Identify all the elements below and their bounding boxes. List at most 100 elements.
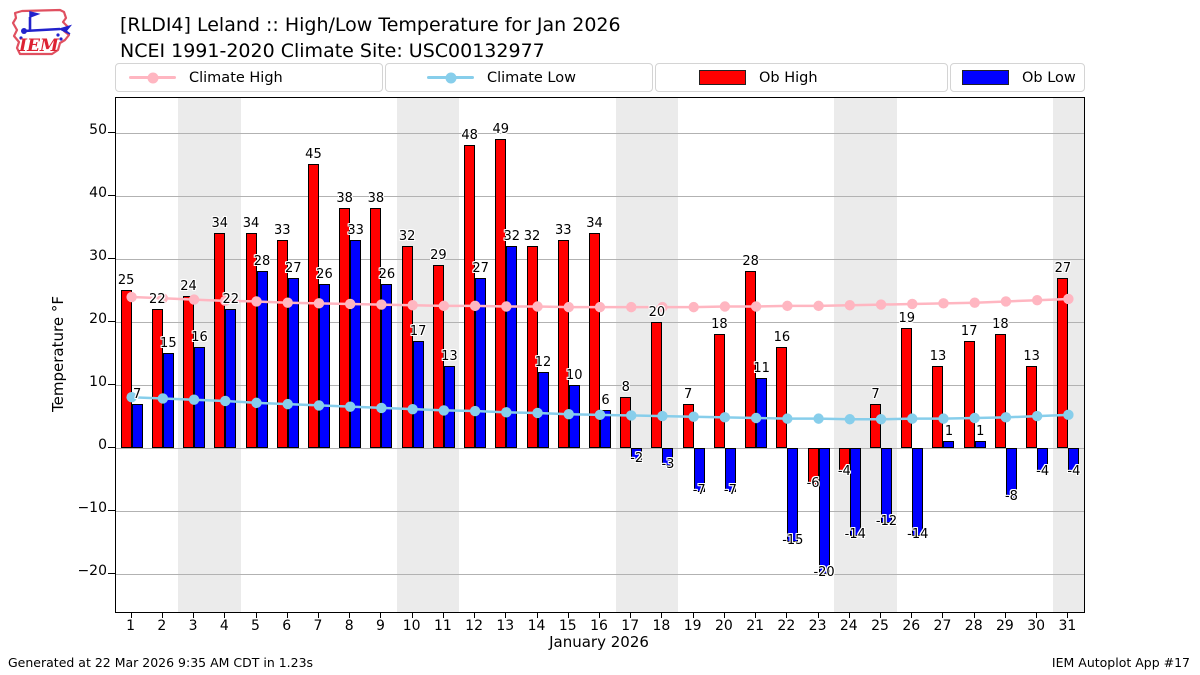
x-tick-mark (1067, 613, 1069, 618)
legend-label: Ob Low (1022, 69, 1076, 86)
climate-high-point (1031, 294, 1043, 306)
climate-high-point (1000, 296, 1012, 307)
y-gridline (116, 447, 1084, 449)
climate-low-point (688, 411, 699, 422)
ob-low-bar (818, 447, 830, 574)
x-tick-label: 29 (996, 618, 1014, 634)
ob-low-bar (693, 447, 705, 492)
x-tick-mark (692, 613, 694, 618)
ob-low-bar (131, 403, 143, 448)
ob-low-bar (256, 271, 268, 448)
climate-low-point (344, 401, 356, 412)
x-tick-label: 30 (1027, 618, 1046, 634)
x-tick-mark (130, 613, 132, 618)
y-tick-label: 40 (89, 184, 107, 201)
ob-low-bar (350, 239, 362, 448)
x-tick-label: 14 (527, 618, 546, 634)
ob-low-bar (225, 309, 237, 448)
y-tick-mark (108, 509, 115, 511)
generated-timestamp: Generated at 22 Mar 2026 9:35 AM CDT in … (8, 655, 314, 670)
legend-item-ob-low: Ob Low (950, 63, 1085, 92)
ob-high-bar (651, 321, 663, 448)
x-tick-mark (1004, 613, 1006, 618)
climate-high-point (563, 301, 574, 313)
x-tick-label: 8 (344, 618, 354, 634)
climate-high-point (126, 291, 137, 303)
x-tick-label: 1 (126, 618, 136, 634)
x-tick-mark (723, 613, 725, 618)
x-tick-label: 17 (621, 618, 640, 634)
climate-low-point (1000, 412, 1012, 423)
climate-low-point (501, 407, 512, 418)
ob-low-bar (912, 447, 924, 536)
climate-high-point (344, 298, 356, 310)
climate-high-point (501, 301, 512, 312)
climate-high-point (376, 299, 387, 310)
plot-area: 25 7 22 15 24 16 34 22 34 28 33 27 45 26 38 33 38 26 32 17 2… (115, 97, 1085, 613)
x-tick-mark (255, 613, 257, 618)
ob-low-bar (974, 441, 986, 448)
app-credit: IEM Autoplot App #17 (1051, 655, 1190, 670)
climate-low-point (813, 413, 824, 424)
ob-high-bar (1026, 365, 1038, 448)
x-tick-label: 26 (902, 618, 921, 634)
ob-high-bar (464, 145, 476, 448)
climate-low-point (376, 402, 387, 414)
x-tick-mark (193, 613, 195, 618)
x-axis-title: January 2026 (549, 633, 649, 651)
y-tick-mark (108, 320, 115, 322)
climate-high-point (688, 301, 699, 313)
ob-high-bar (713, 334, 725, 448)
climate-high-point (657, 301, 668, 313)
legend: Climate High Climate Low Ob High Ob Low (115, 63, 1085, 94)
y-tick-label: 30 (89, 247, 107, 264)
x-tick-mark (567, 613, 569, 618)
x-tick-mark (411, 613, 413, 618)
x-tick-label: 11 (433, 618, 452, 634)
ob-high-bar (994, 334, 1006, 448)
climate-high-point (907, 298, 918, 310)
title-block: [RLDI4] Leland :: High/Low Temperature f… (120, 12, 621, 64)
climate-lines-layer (126, 291, 1074, 425)
climate-low-point (1031, 410, 1043, 422)
climate-low-point (719, 412, 731, 423)
climate-high-point (313, 298, 325, 309)
x-tick-mark (599, 613, 600, 618)
ob-low-bar (506, 246, 518, 448)
climate-low-point (126, 392, 137, 403)
ob-low-bar (724, 447, 736, 492)
climate-low-point (750, 412, 762, 424)
climate-high-point (469, 300, 481, 312)
x-tick-mark (286, 613, 288, 618)
ob-high-bar (620, 397, 632, 448)
ob-low-bar (412, 340, 424, 448)
climate-low-point (407, 403, 418, 415)
x-tick-mark (942, 613, 944, 618)
climate-low-point (626, 410, 637, 421)
climate-low-point (282, 398, 293, 410)
x-tick-mark (786, 613, 788, 618)
climate-high-point (438, 300, 450, 312)
ob-low-bar (381, 283, 393, 448)
x-tick-mark (224, 613, 226, 618)
x-tick-label: 2 (157, 618, 167, 634)
x-tick-label: 7 (313, 618, 323, 634)
x-tick-label: 22 (777, 618, 796, 634)
climate-high-point (750, 301, 762, 312)
ob-high-bar (339, 208, 351, 448)
x-tick-mark (911, 613, 913, 618)
climate-low-point (844, 414, 856, 425)
x-tick-label: 27 (933, 618, 952, 634)
climate-low-point (157, 393, 169, 404)
climate-high-point (782, 300, 793, 312)
ob-high-bar (963, 340, 975, 448)
y-tick-mark (108, 572, 115, 574)
y-tick-mark (108, 446, 115, 448)
legend-item-climate-low: Climate Low (385, 63, 653, 92)
x-tick-label: 24 (839, 618, 858, 634)
x-tick-label: 18 (652, 618, 671, 634)
iowa-outline-icon: IEM (11, 8, 73, 56)
y-tick-mark (108, 131, 115, 133)
y-tick-label: 0 (98, 436, 107, 453)
